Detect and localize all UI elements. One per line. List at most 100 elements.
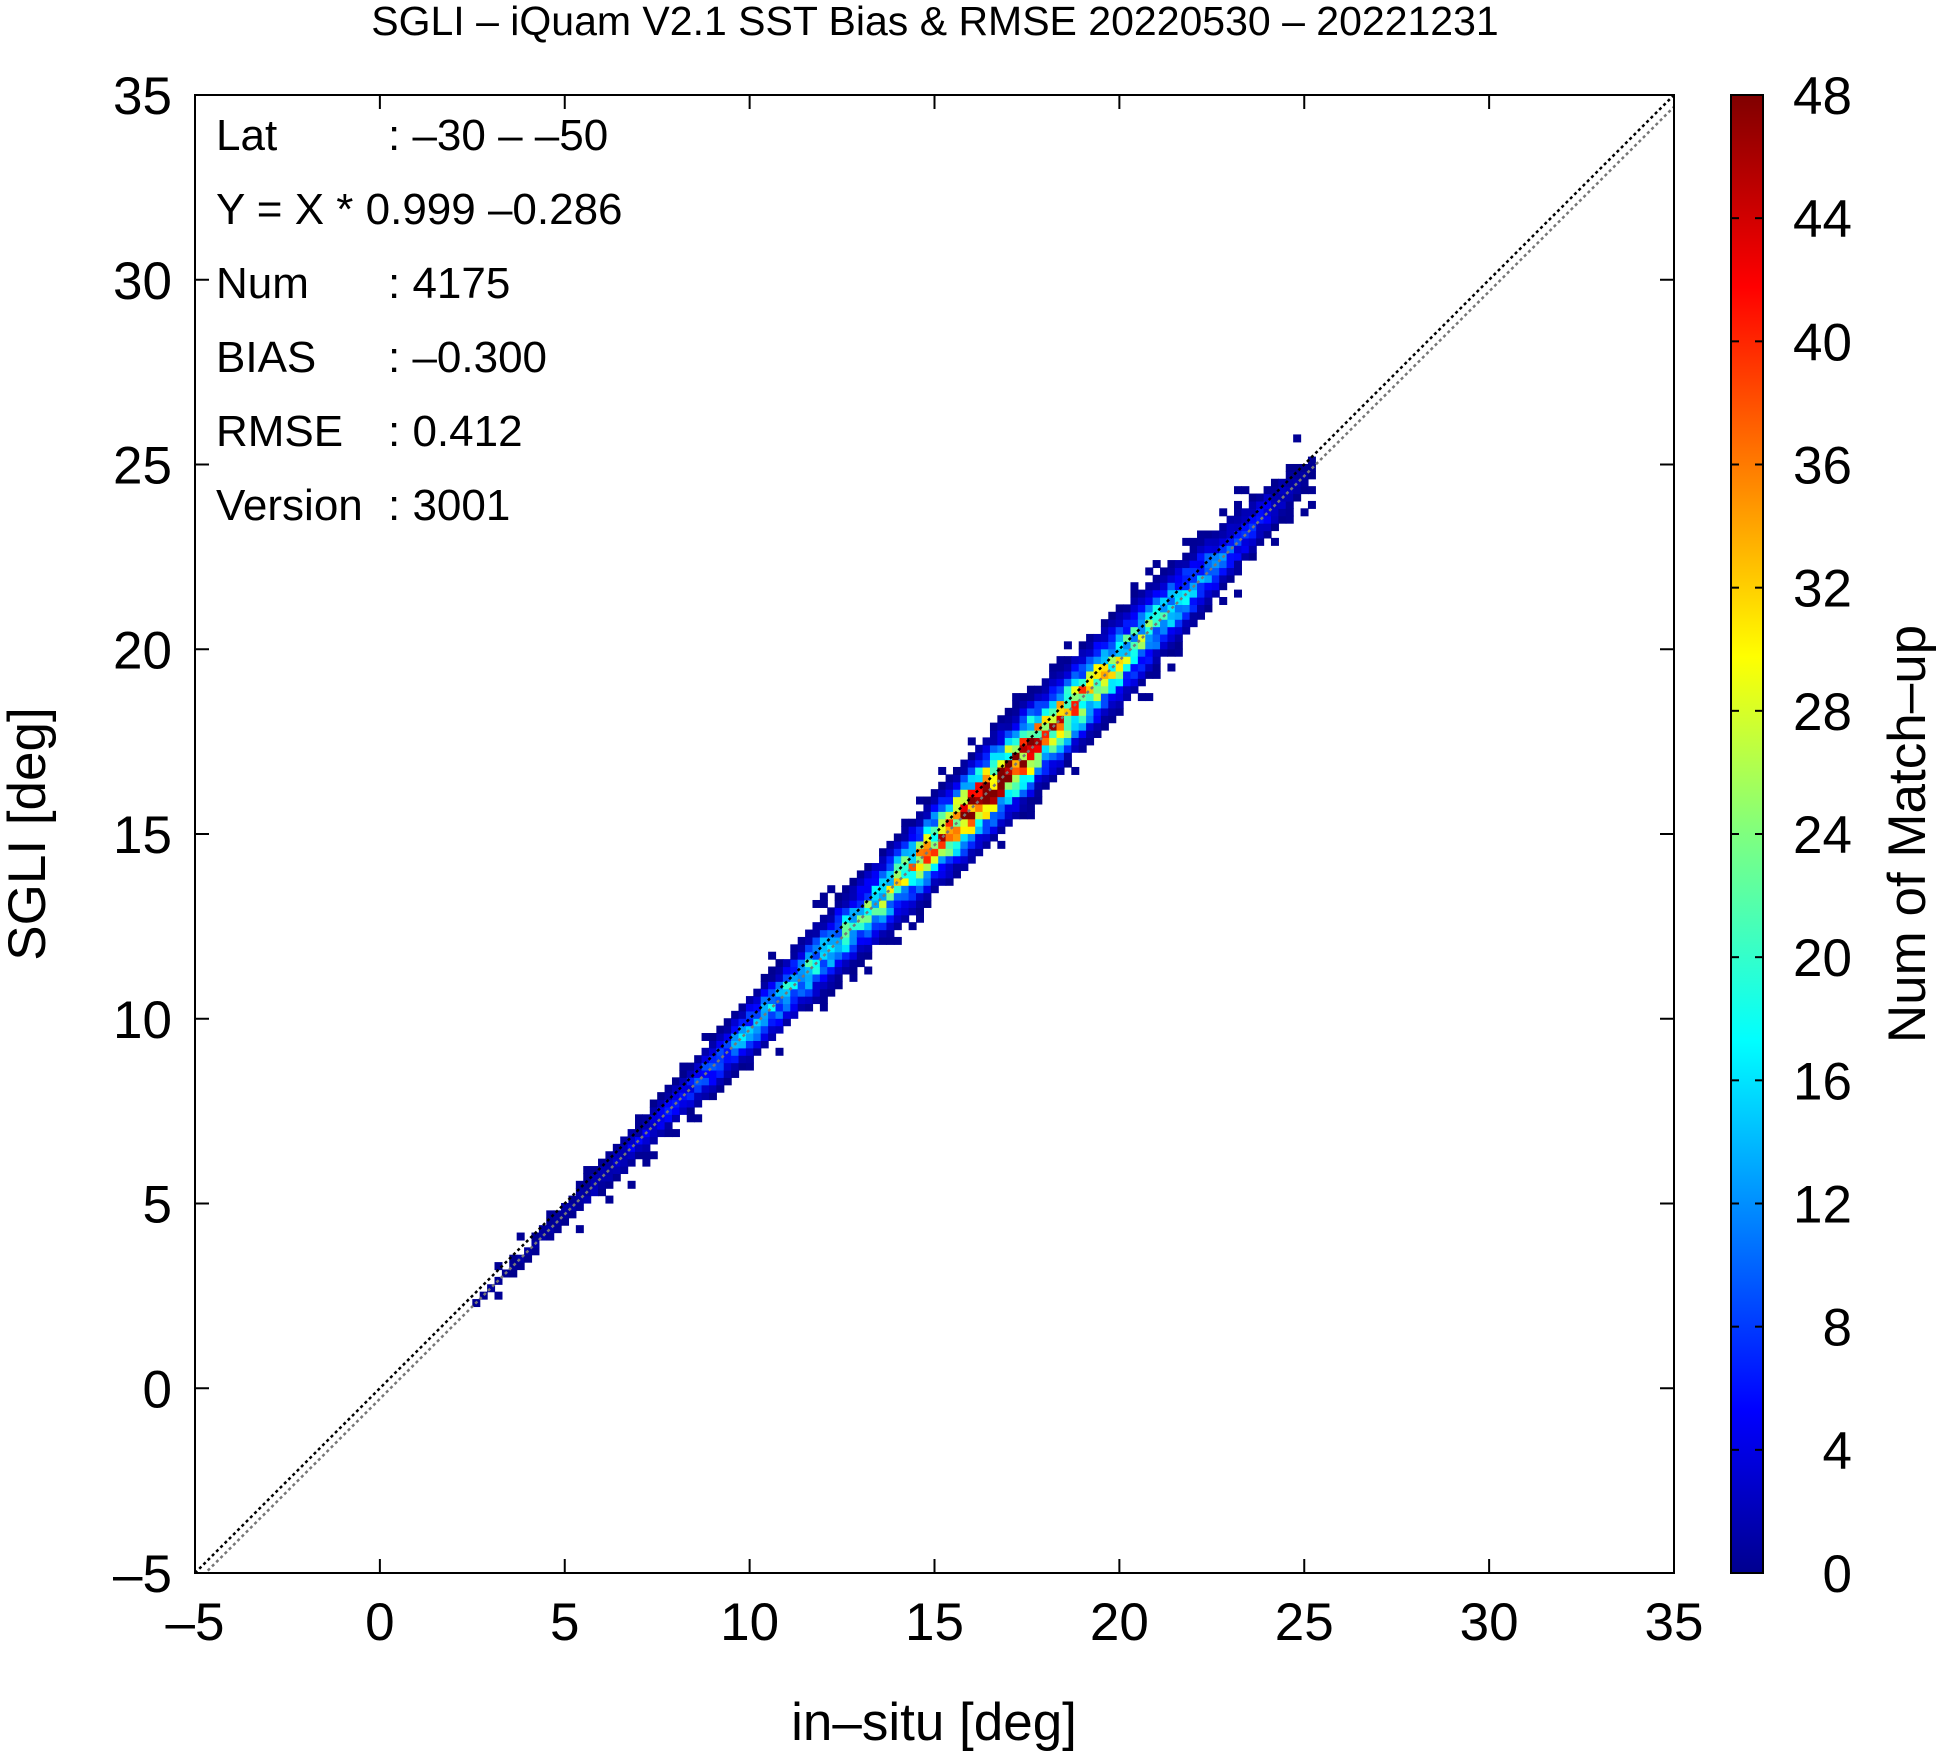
density-cell [938, 840, 947, 849]
density-cell [1174, 626, 1183, 635]
density-cell [930, 811, 939, 820]
density-cell [1160, 589, 1169, 598]
density-cell [997, 796, 1006, 805]
density-cell [945, 863, 954, 872]
density-cell [856, 951, 865, 960]
density-cell [1093, 648, 1102, 657]
density-cell [671, 1077, 680, 1086]
density-cell [1152, 589, 1161, 598]
density-cell [1056, 737, 1065, 746]
density-cell [1167, 641, 1176, 650]
density-cell [1004, 811, 1013, 820]
density-cell [1189, 537, 1198, 546]
density-cell [1086, 722, 1095, 731]
density-cell [856, 959, 865, 968]
density-cell [546, 1217, 555, 1226]
density-cell [930, 826, 939, 835]
density-cell [901, 826, 910, 835]
density-cell [842, 944, 851, 953]
density-cell [923, 811, 932, 820]
density-cell [782, 1010, 791, 1019]
density-cell [1108, 611, 1117, 620]
density-cell [923, 892, 932, 901]
density-cell [1063, 707, 1072, 716]
density-cell [967, 848, 976, 857]
density-cell [938, 766, 947, 775]
density-cell [982, 766, 991, 775]
density-cell [834, 959, 843, 968]
density-cell [1004, 730, 1013, 739]
density-cell [1167, 626, 1176, 635]
density-cell [871, 929, 880, 938]
density-cell [945, 870, 954, 879]
density-cell [775, 1010, 784, 1019]
density-cell [827, 973, 836, 982]
density-cell [930, 877, 939, 886]
density-cell [1071, 737, 1080, 746]
density-cell [1270, 478, 1279, 487]
density-cell [1100, 715, 1109, 724]
density-cell [886, 870, 895, 879]
density-cell [923, 870, 932, 879]
density-cell [886, 922, 895, 931]
density-cell [1019, 766, 1028, 775]
density-cell [879, 877, 888, 886]
density-cell [635, 1129, 643, 1138]
density-cell [812, 973, 821, 982]
density-cell [1241, 486, 1250, 495]
density-cell [1137, 604, 1146, 613]
density-cell [686, 1106, 695, 1115]
density-cell [1034, 789, 1043, 798]
density-cell [842, 899, 851, 908]
density-cell [967, 774, 976, 783]
density-cell [745, 1003, 754, 1012]
density-cell [960, 826, 969, 835]
density-cell [805, 996, 814, 1005]
density-cell [901, 914, 910, 923]
density-cell [1234, 567, 1242, 576]
density-cell [745, 1025, 754, 1034]
density-cell [819, 1003, 828, 1012]
density-cell [916, 848, 924, 857]
density-cell [1049, 678, 1058, 687]
density-cell [1012, 774, 1021, 783]
density-cell [1086, 670, 1095, 679]
density-cell [1167, 574, 1176, 583]
density-cell [982, 833, 991, 842]
density-cell [1226, 545, 1235, 554]
density-cell [893, 863, 902, 872]
density-cell [1078, 663, 1087, 672]
density-cell [1189, 574, 1198, 583]
density-cell [1219, 508, 1228, 517]
density-cell [1026, 796, 1035, 805]
stats-value: : –0.300 [388, 333, 547, 382]
density-cell [834, 944, 843, 953]
density-cell [1078, 685, 1087, 694]
stats-label: Version [216, 481, 363, 530]
density-cell [827, 885, 836, 894]
regression-line [203, 105, 1674, 1573]
density-cell [812, 981, 821, 990]
density-cell [708, 1055, 717, 1064]
density-cell [768, 951, 777, 960]
density-cell [967, 826, 976, 835]
density-cell [679, 1092, 688, 1101]
density-cell [1034, 774, 1043, 783]
density-cell [1137, 619, 1146, 628]
density-cell [605, 1151, 614, 1160]
density-cell [1270, 515, 1279, 524]
density-cell [1204, 582, 1213, 591]
density-cell [487, 1284, 496, 1293]
density-cell [1256, 537, 1265, 546]
density-cell [790, 996, 799, 1005]
density-cell [1115, 685, 1124, 694]
density-cell [1226, 552, 1235, 561]
density-cell [842, 914, 851, 923]
density-cell [1093, 700, 1102, 709]
density-cell [1293, 486, 1302, 495]
density-cell [1034, 759, 1043, 768]
density-cell [553, 1210, 562, 1219]
density-cell [886, 885, 895, 894]
density-cell [797, 944, 806, 953]
density-cell [1189, 567, 1198, 576]
